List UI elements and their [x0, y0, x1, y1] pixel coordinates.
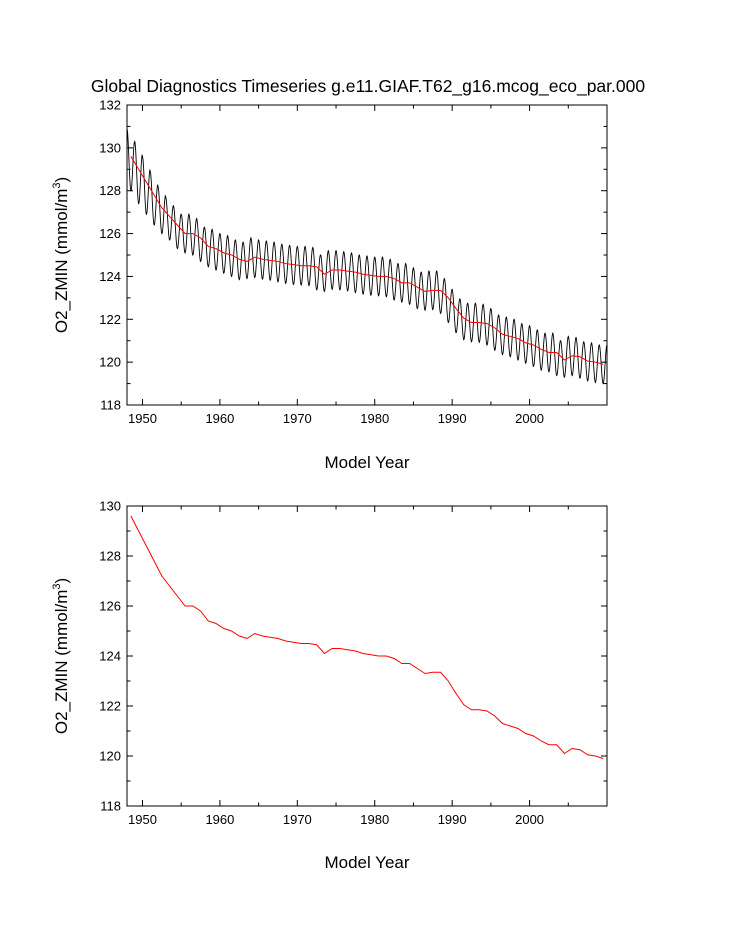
bottom-y-axis-label: O2_ZMIN (mmol/m3) [51, 578, 71, 734]
bottom-x-axis-label: Model Year [324, 853, 409, 872]
bottom-y-tick-label: 128 [99, 549, 121, 564]
top-chart-series [126, 128, 608, 385]
bottom-chart: 118 120 122 124 126 128 130 1950 1960 1970 1980 199… [51, 499, 608, 872]
top-y-axis-label-sup: 3 [51, 183, 63, 189]
bottom-y-axis-label-main: O2_ZMIN (mmol/m [52, 590, 71, 735]
top-y-tick-label: 124 [99, 269, 121, 284]
bottom-plot-frame [126, 505, 608, 807]
bottom-y-tick-label: 118 [100, 799, 121, 814]
bottom-x-tick-label: 1970 [283, 812, 312, 827]
top-chart: 118 120 122 124 126 128 130 132 1950 1960 1970 1980… [51, 98, 608, 472]
top-y-tick-label: 118 [100, 398, 121, 413]
top-x-tick-label: 2000 [515, 411, 544, 426]
bottom-x-tick-label: 1980 [360, 812, 389, 827]
bottom-chart-series [130, 515, 604, 759]
bottom-x-tick-label: 1950 [128, 812, 157, 827]
top-y-axis-label-main: O2_ZMIN (mmol/m [52, 189, 71, 334]
bottom-y-tick-label: 130 [99, 499, 121, 514]
bottom-y-tick-label: 126 [99, 599, 121, 614]
bottom-chart-ticks: 118 120 122 124 126 128 130 1950 1960 1970 1980 199… [99, 499, 608, 827]
bottom-y-tick-label: 122 [99, 699, 121, 714]
bottom-x-tick-label: 1990 [438, 812, 467, 827]
top-annual-mean-line [130, 156, 604, 365]
top-y-axis-label: O2_ZMIN (mmol/m3) [51, 177, 71, 333]
top-x-tick-label: 1950 [128, 411, 157, 426]
bottom-y-tick-label: 120 [99, 749, 121, 764]
bottom-y-tick-label: 124 [99, 649, 121, 664]
top-x-tick-label: 1970 [283, 411, 312, 426]
bottom-y-axis-label-sup: 3 [51, 584, 63, 590]
top-y-axis-label-close: ) [52, 177, 71, 183]
bottom-y-axis-label-close: ) [52, 578, 71, 584]
bottom-x-tick-label: 1960 [205, 812, 234, 827]
top-y-tick-label: 130 [99, 140, 121, 155]
top-chart-ticks: 118 120 122 124 126 128 130 132 1950 1960 1970 1980… [99, 98, 608, 426]
top-y-tick-label: 120 [99, 355, 121, 370]
top-x-tick-label: 1990 [438, 411, 467, 426]
top-y-tick-label: 122 [99, 312, 121, 327]
top-plot-frame [126, 104, 608, 406]
top-y-tick-label: 132 [99, 98, 121, 113]
bottom-annual-mean-line [130, 515, 604, 759]
top-y-tick-label: 128 [99, 183, 121, 198]
top-monthly-line [126, 128, 608, 385]
top-x-axis-label: Model Year [324, 453, 409, 472]
top-y-tick-label: 126 [99, 226, 121, 241]
bottom-x-tick-label: 2000 [515, 812, 544, 827]
top-x-tick-label: 1980 [360, 411, 389, 426]
chart-title: Global Diagnostics Timeseries g.e11.GIAF… [91, 76, 645, 97]
top-x-tick-label: 1960 [205, 411, 234, 426]
